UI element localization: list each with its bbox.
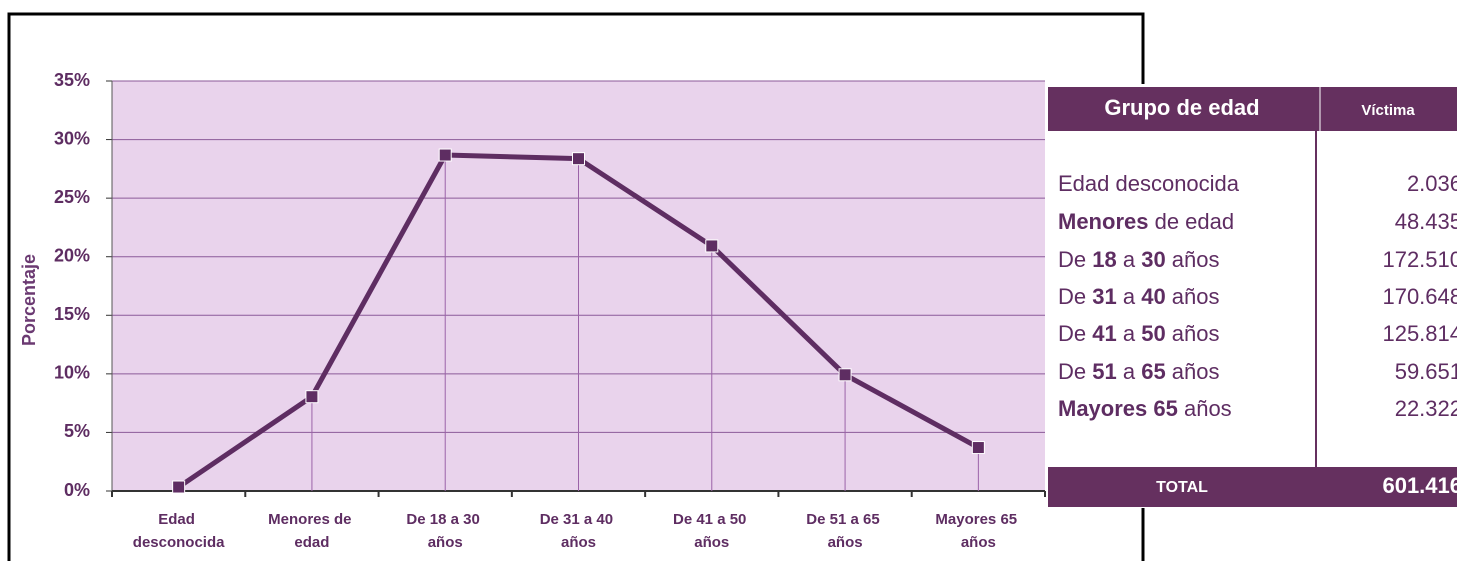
row-label: Edad desconocida [1058,171,1240,196]
marker [172,480,186,494]
marker [838,368,852,382]
y-tick-label: 30% [54,128,90,148]
row-value: 170.648 [1382,284,1457,309]
row-value: 59.651 [1395,359,1457,384]
label-part: años [1178,396,1232,421]
y-tick-label: 10% [54,363,90,383]
x-tick-label: De 41 a 50 años [673,511,751,551]
table-total [1048,467,1457,507]
y-tick-label: 20% [54,245,90,265]
row-label: De 31 a 40 años [1058,284,1220,309]
y-tick-label: 35% [54,70,90,90]
x-tick-label: De 51 a 65 años [806,511,884,551]
marker [705,239,719,253]
label-part: Mayores 65 [1058,396,1178,421]
row-value: 125.814 [1382,321,1457,346]
table-header [1048,87,1457,131]
y-tick-label: 15% [54,304,90,324]
label-part: 41 [1092,321,1116,346]
marker [572,152,585,166]
label-part: Menores [1058,209,1148,234]
total-label: TOTAL [1156,479,1208,496]
label-part: a [1117,359,1141,384]
x-tick-label: De 18 a 30 años [406,511,484,551]
table-header-cell: Víctima [1361,102,1415,119]
row-value: 22.322 [1395,396,1457,421]
label-part: 18 [1092,247,1116,272]
label-part: De [1058,284,1092,309]
row-label: De 51 a 65 años [1058,359,1220,384]
row-value: 2.036 [1407,171,1457,196]
table-header-cell: Grupo de edad [1104,95,1259,120]
label-part: Edad desconocida [1058,171,1240,196]
y-tick-label: 5% [64,421,90,441]
label-part: 31 [1092,284,1116,309]
row-value: 172.510 [1382,247,1457,272]
marker [305,390,319,404]
label-part: años [1166,284,1220,309]
label-part: de edad [1148,209,1234,234]
label-part: a [1117,321,1141,346]
y-axis-label: Porcentaje [19,254,39,346]
x-tick-label: Menores de edad [268,511,356,551]
row-label: De 41 a 50 años [1058,321,1220,346]
label-part: años [1166,359,1220,384]
marker [971,441,985,455]
table-bg [1048,84,1457,508]
y-tick-label: 0% [64,480,90,500]
label-part: 65 [1141,359,1165,384]
row-label: De 18 a 30 años [1058,247,1220,272]
label-part: 50 [1141,321,1165,346]
label-part: a [1117,284,1141,309]
row-label: Mayores 65 años [1058,396,1232,421]
label-part: 51 [1092,359,1116,384]
label-part: 40 [1141,284,1165,309]
x-tick-label: Edad desconocida [133,511,225,551]
label-part: años [1166,247,1220,272]
row-value: 48.435 [1395,209,1457,234]
total-value: 601.416 [1382,473,1457,498]
row-label: Menores de edad [1058,209,1234,234]
x-tick-label: Mayores 65 años [935,511,1021,551]
label-part: 30 [1141,247,1165,272]
label-part: De [1058,321,1092,346]
label-part: años [1166,321,1220,346]
label-part: De [1058,247,1092,272]
label-part: De [1058,359,1092,384]
y-tick-label: 25% [54,187,90,207]
marker [438,148,452,162]
label-part: a [1117,247,1141,272]
x-tick-label: De 31 a 40 años [540,511,618,551]
